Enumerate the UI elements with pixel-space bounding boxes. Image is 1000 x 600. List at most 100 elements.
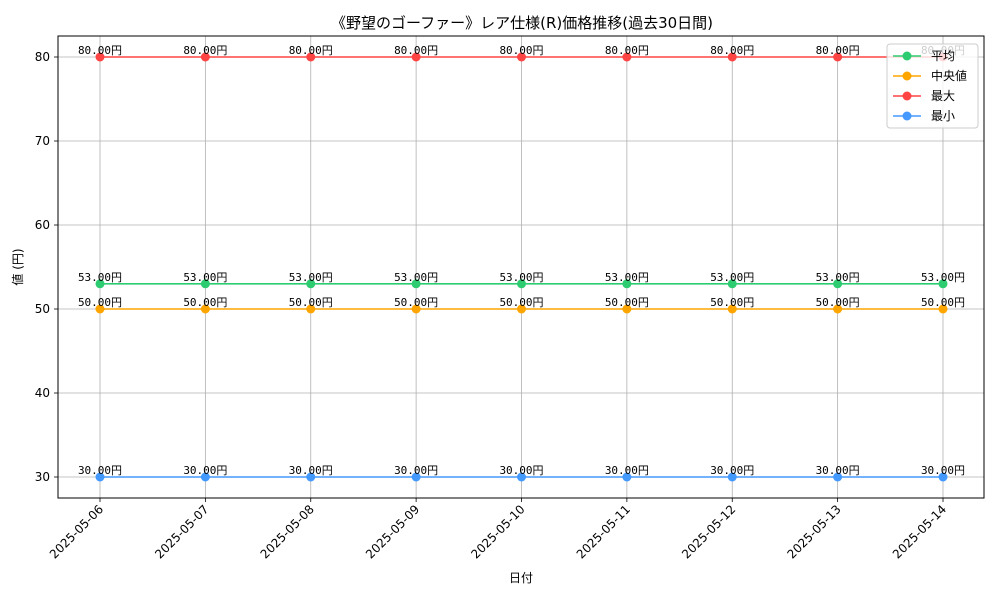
data-point xyxy=(306,472,316,482)
legend-swatch-marker xyxy=(902,71,912,81)
data-point xyxy=(411,52,421,62)
axis-ticks: 2025-05-06 2025-05-07 2025-05-08 2025-05-09… xyxy=(35,50,949,561)
data-label: 30.00円 xyxy=(289,464,333,477)
data-point xyxy=(622,304,632,314)
data-label: 53.00円 xyxy=(289,271,333,284)
data-label: 80.00円 xyxy=(605,44,649,57)
data-label: 53.00円 xyxy=(816,271,860,284)
data-point xyxy=(517,304,526,314)
data-point xyxy=(727,304,737,314)
data-label: 80.00円 xyxy=(816,44,860,57)
legend-swatch-marker xyxy=(902,91,912,101)
data-point xyxy=(622,52,632,62)
legend-swatch-marker xyxy=(902,51,912,61)
x-tick-label: 2025-05-07 xyxy=(152,502,211,561)
data-label: 50.00円 xyxy=(499,296,543,309)
data-label: 30.00円 xyxy=(921,464,965,477)
data-point xyxy=(938,279,948,289)
x-tick-label: 2025-05-08 xyxy=(258,502,317,561)
data-label: 80.00円 xyxy=(78,44,122,57)
data-point xyxy=(517,52,526,62)
data-label: 50.00円 xyxy=(289,296,333,309)
data-point xyxy=(200,279,210,289)
plot-frame xyxy=(57,35,985,499)
data-point xyxy=(727,279,737,289)
x-tick-label: 2025-05-11 xyxy=(574,502,633,561)
x-tick-label: 2025-05-14 xyxy=(890,502,949,561)
data-point xyxy=(833,279,843,289)
data-label: 53.00円 xyxy=(499,271,543,284)
data-label: 53.00円 xyxy=(394,271,438,284)
data-point xyxy=(938,304,948,314)
y-axis-label: 値 (円) xyxy=(10,248,25,285)
y-tick-label: 30 xyxy=(35,470,50,484)
data-label: 53.00円 xyxy=(183,271,227,284)
x-tick-label: 2025-05-10 xyxy=(468,502,527,561)
data-label: 30.00円 xyxy=(183,464,227,477)
x-tick-label: 2025-05-13 xyxy=(785,502,844,561)
data-label: 50.00円 xyxy=(816,296,860,309)
data-point xyxy=(517,279,526,289)
data-label: 50.00円 xyxy=(710,296,754,309)
data-point xyxy=(622,279,632,289)
data-label: 30.00円 xyxy=(499,464,543,477)
data-label: 30.00円 xyxy=(710,464,754,477)
y-tick-label: 80 xyxy=(35,50,50,64)
data-point xyxy=(200,304,210,314)
data-point xyxy=(200,52,210,62)
data-label: 30.00円 xyxy=(394,464,438,477)
data-label: 80.00円 xyxy=(183,44,227,57)
y-tick-label: 40 xyxy=(35,386,50,400)
data-point xyxy=(306,279,316,289)
legend-entry: 最小 xyxy=(931,109,955,123)
data-point xyxy=(938,472,948,482)
x-tick-label: 2025-05-09 xyxy=(363,502,422,561)
data-point xyxy=(95,52,105,62)
data-point xyxy=(95,304,105,314)
data-label: 53.00円 xyxy=(605,271,649,284)
data-point xyxy=(95,472,105,482)
legend-entry: 中央値 xyxy=(931,68,967,83)
data-label: 30.00円 xyxy=(816,464,860,477)
x-axis-label: 日付 xyxy=(509,571,533,585)
x-tick-label: 2025-05-06 xyxy=(47,502,106,561)
data-point xyxy=(517,472,526,482)
data-label: 80.00円 xyxy=(499,44,543,57)
data-label: 80.00円 xyxy=(394,44,438,57)
data-point xyxy=(200,472,210,482)
data-label: 50.00円 xyxy=(394,296,438,309)
legend-box xyxy=(886,43,979,129)
data-point xyxy=(833,304,843,314)
data-point xyxy=(95,279,105,289)
data-label: 50.00円 xyxy=(183,296,227,309)
data-label: 80.00円 xyxy=(710,44,754,57)
data-label: 80.00円 xyxy=(289,44,333,57)
data-point xyxy=(833,52,843,62)
y-tick-label: 50 xyxy=(35,302,50,316)
data-label: 50.00円 xyxy=(78,296,122,309)
data-label: 30.00円 xyxy=(605,464,649,477)
data-point xyxy=(411,304,421,314)
data-point xyxy=(727,52,737,62)
legend-entry: 平均 xyxy=(931,49,955,63)
data-point xyxy=(411,279,421,289)
data-label: 53.00円 xyxy=(78,271,122,284)
data-label: 53.00円 xyxy=(710,271,754,284)
y-tick-label: 60 xyxy=(35,218,50,232)
data-label: 50.00円 xyxy=(605,296,649,309)
x-tick-label: 2025-05-12 xyxy=(679,502,738,561)
data-point xyxy=(411,472,421,482)
chart-title: 《野望のゴーファー》レア仕様(R)価格推移(過去30日間) xyxy=(331,14,713,32)
data-label: 30.00円 xyxy=(78,464,122,477)
data-point xyxy=(306,304,316,314)
y-tick-label: 70 xyxy=(35,134,50,148)
data-point xyxy=(833,472,843,482)
data-point xyxy=(622,472,632,482)
data-label: 50.00円 xyxy=(921,296,965,309)
data-point xyxy=(727,472,737,482)
series-group xyxy=(95,52,948,482)
data-point xyxy=(306,52,316,62)
legend-entry: 最大 xyxy=(931,89,955,103)
